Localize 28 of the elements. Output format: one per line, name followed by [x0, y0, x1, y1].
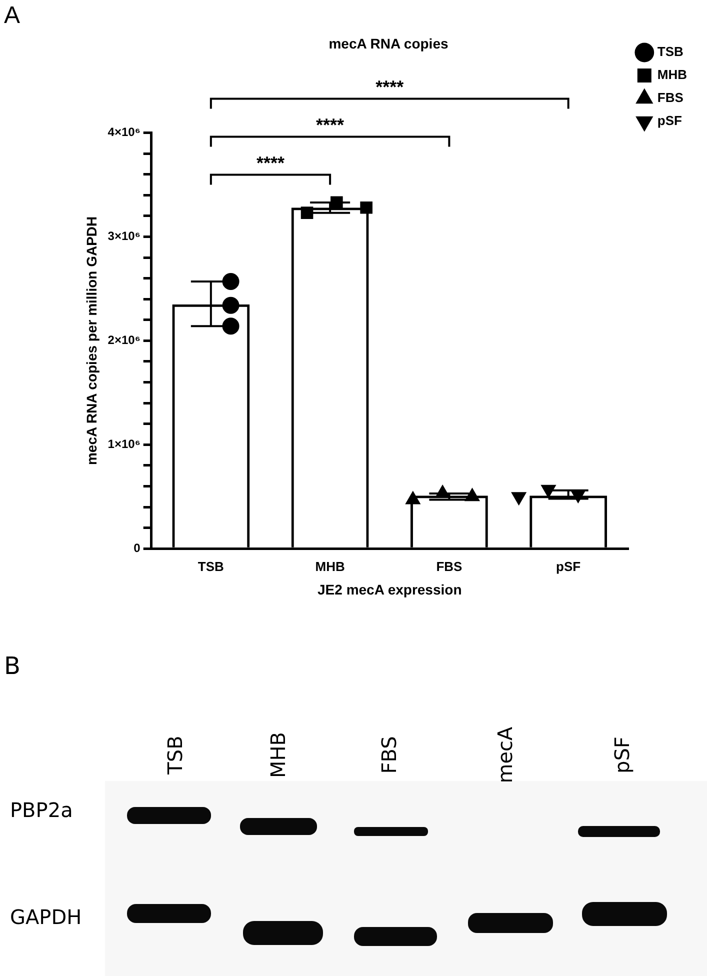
x-tick-label: MHB — [315, 558, 345, 574]
y-tick-label: 0 — [134, 540, 141, 555]
x-tick-label: TSB — [198, 558, 224, 574]
chart-title: mecA RNA copies — [328, 35, 448, 52]
annotation: **** — [316, 114, 344, 135]
y-tick-label: 4×10⁶ — [108, 125, 140, 140]
category-label: mecA — [493, 726, 517, 786]
category-label: TSB — [163, 734, 187, 776]
legend-label: TSB — [657, 44, 684, 60]
x-axis-title: JE2 mecA expression — [318, 581, 462, 598]
category-label: PBP2a — [10, 798, 73, 822]
x-tick-label: pSF — [556, 558, 581, 574]
text: **** — [376, 76, 404, 97]
x-tick-label: FBS — [436, 558, 463, 574]
y-axis-title: mecA RNA copies per million GAPDH — [83, 216, 100, 466]
category-label: pSF — [610, 736, 634, 776]
category-label: GAPDH — [10, 905, 82, 929]
annotation: **** — [256, 152, 285, 173]
y-tick-label: 2×10⁶ — [108, 333, 140, 348]
text: B — [4, 652, 20, 680]
y-tick-label: 1×10⁶ — [108, 436, 140, 451]
legend-label: pSF — [657, 113, 682, 128]
category-label: FBS — [377, 735, 401, 776]
y-tick-label: 3×10⁶ — [108, 229, 140, 244]
legend-label: MHB — [657, 67, 688, 82]
legend-label: FBS — [657, 90, 684, 106]
category-label: MHB — [266, 731, 290, 780]
text: A — [4, 2, 20, 30]
